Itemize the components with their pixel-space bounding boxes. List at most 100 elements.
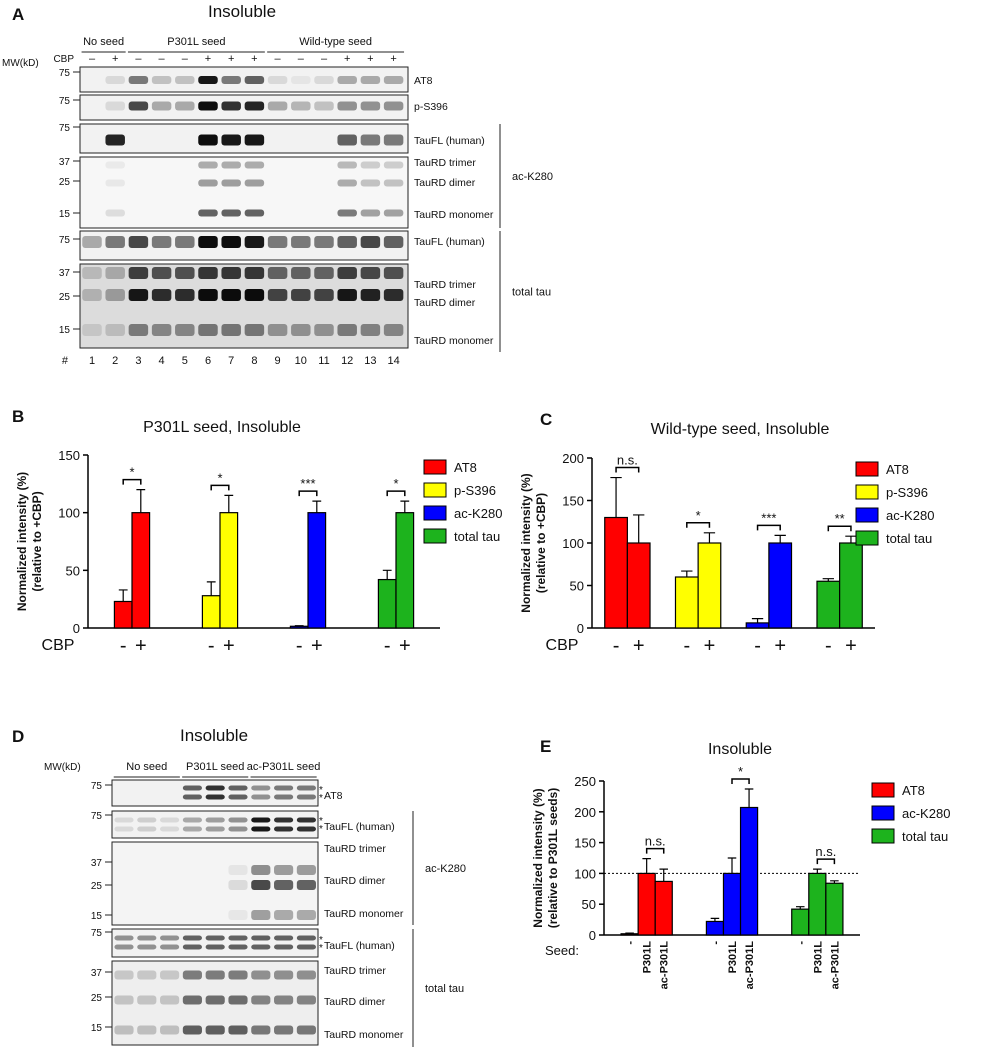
bar <box>395 512 415 629</box>
blot-band <box>383 324 404 336</box>
blot-band <box>244 134 265 146</box>
significance-bracket <box>827 525 852 532</box>
blot-band <box>105 209 125 217</box>
legend-label: total tau <box>454 529 500 544</box>
lane-header: # <box>62 355 69 367</box>
legend-label: ac-K280 <box>454 506 502 521</box>
bar <box>674 576 699 629</box>
bar <box>219 512 239 629</box>
blot-band <box>360 101 381 111</box>
blot-band <box>251 995 271 1005</box>
legend-swatch <box>871 805 895 821</box>
band-label: TauRD trimer <box>324 965 386 977</box>
blot-band <box>114 995 134 1005</box>
blot-band <box>175 267 195 279</box>
bar <box>768 542 793 629</box>
blot-band <box>182 785 202 791</box>
y-tick-label: 150 <box>58 448 80 463</box>
blot-band <box>137 826 157 832</box>
error-bar <box>633 514 645 543</box>
error-bar <box>681 570 693 577</box>
blot-band <box>274 817 294 823</box>
blot-band <box>128 236 149 248</box>
blot-band <box>244 101 265 111</box>
bar <box>825 882 844 936</box>
band-label: AT8 <box>324 790 343 802</box>
blot-band <box>114 817 134 823</box>
cbp-sign: + <box>367 53 373 65</box>
mw-marker: 75 <box>91 928 103 939</box>
blot-band <box>383 209 404 217</box>
blot-band <box>296 970 316 980</box>
blot-band <box>251 880 271 890</box>
blot-band <box>198 179 218 187</box>
blot-band <box>274 880 294 890</box>
x-tick-label: + <box>223 635 235 657</box>
band-label: TauRD monomer <box>414 209 494 221</box>
y-tick-label: 150 <box>562 494 584 509</box>
significance-bracket <box>298 490 318 497</box>
band-label: p-S396 <box>414 101 448 113</box>
x-tick-label: ac-P301L <box>659 941 671 990</box>
blot-band <box>267 267 288 279</box>
y-tick-label: 100 <box>574 866 596 881</box>
legend-label: p-S396 <box>886 485 928 500</box>
blot-band <box>205 785 225 791</box>
blot-band <box>244 324 265 336</box>
lane-number: 3 <box>135 355 141 367</box>
blot-band <box>182 817 202 823</box>
band-label: TauFL (human) <box>414 236 485 248</box>
significance-label: * <box>738 764 743 779</box>
blot-band <box>205 817 225 823</box>
blot-band <box>82 289 102 301</box>
mw-marker: 75 <box>91 811 103 822</box>
blot-band <box>128 267 149 279</box>
error-bar <box>382 569 392 580</box>
blot-band <box>137 970 157 980</box>
blot-band <box>228 865 248 875</box>
error-bar <box>294 625 304 627</box>
significance-bracket <box>645 847 665 854</box>
band-label: TauRD monomer <box>324 908 404 920</box>
blot-band <box>105 134 125 146</box>
error-bar <box>224 494 234 513</box>
blot-band <box>360 324 381 336</box>
y-tick-label: 0 <box>589 928 596 943</box>
blot-band <box>221 236 241 248</box>
band-label: TauRD dimer <box>324 996 386 1008</box>
error-bar <box>400 500 410 513</box>
cbp-sign: + <box>251 53 257 65</box>
x-tick-label: ac-P301L <box>829 941 841 990</box>
mw-marker: 75 <box>91 781 103 792</box>
x-tick-label: - <box>710 941 722 945</box>
group-label: Wild-type seed <box>299 36 372 48</box>
error-bar <box>744 788 754 808</box>
blot-band <box>296 944 316 950</box>
significance-bracket <box>731 778 750 785</box>
error-bar <box>206 581 216 596</box>
blot-band <box>228 970 248 980</box>
legend-label: ac-K280 <box>886 508 934 523</box>
legend-label: AT8 <box>902 783 925 798</box>
blot-strip <box>111 928 319 958</box>
x-tick-label: - <box>625 941 637 945</box>
blot-band <box>151 236 172 248</box>
legend-label: ac-K280 <box>902 806 950 821</box>
chart-title: Insoluble <box>708 741 772 758</box>
group-label: No seed <box>126 761 167 773</box>
blot-band <box>296 826 316 832</box>
blot-band <box>274 935 294 941</box>
blot-band <box>114 1025 134 1035</box>
y-tick-label: 200 <box>562 451 584 466</box>
bar <box>307 512 327 629</box>
mw-marker: 25 <box>91 993 103 1004</box>
blot-band <box>296 910 316 920</box>
blot-strip <box>79 156 409 229</box>
lane-number: 2 <box>112 355 118 367</box>
blot-band <box>360 161 381 169</box>
blot-band <box>360 209 381 217</box>
blot-band <box>251 865 271 875</box>
band-label: TauRD trimer <box>414 157 476 169</box>
x-axis-label: CBP <box>42 637 75 654</box>
antibody-label: total tau <box>512 287 551 299</box>
